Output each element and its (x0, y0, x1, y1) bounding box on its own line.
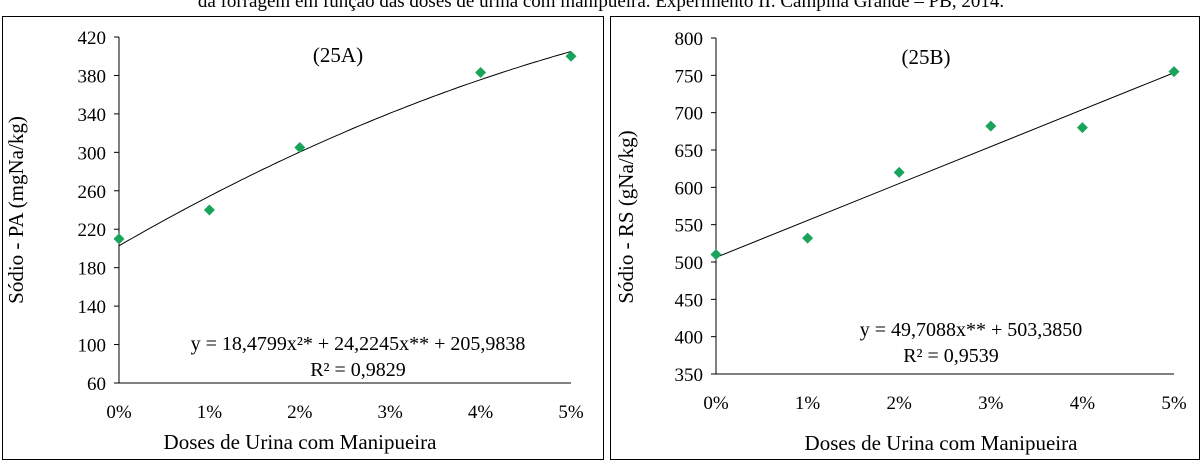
x-tick-label: 0% (703, 393, 729, 414)
y-axis-title: Sódio - PA (mgNa/kg) (4, 116, 28, 304)
x-tick-label: 0% (106, 402, 132, 423)
data-point-0pct (113, 233, 125, 245)
y-tick-label: 420 (78, 28, 107, 49)
y-tick-label: 60 (87, 374, 106, 395)
r-squared-label: R² = 0,9829 (310, 359, 406, 381)
x-axis-title: Doses de Urina com Manipueira (164, 430, 438, 454)
y-tick-label: 400 (675, 328, 704, 349)
chart-panel-25b: 350 400 450 500 550 600 650 700 750 800 0% 1% 2% 3% 4%… (610, 16, 1200, 460)
y-tick-label: 600 (675, 178, 704, 199)
x-tick-label: 1% (795, 393, 821, 414)
y-tick-label: 750 (675, 66, 704, 87)
y-tick-label: 100 (78, 336, 107, 357)
y-tick-label: 380 (78, 66, 107, 87)
x-tick-label: 1% (197, 402, 223, 423)
x-tick-label: 2% (287, 402, 313, 423)
y-tick-label: 550 (675, 216, 704, 237)
data-point-0pct (710, 249, 722, 261)
x-tick-label: 2% (887, 393, 913, 414)
y-tick-label: 650 (675, 141, 704, 162)
y-tick-label: 500 (675, 253, 704, 274)
r-squared-label: R² = 0,9539 (903, 345, 999, 367)
data-point-4pct (475, 67, 487, 79)
chart-panel-25a: 60 100 140 180 220 260 300 340 380 420 0% 1% 2% 3% 4% 5… (2, 16, 604, 460)
data-point-4pct (1076, 122, 1088, 134)
trendline (118, 51, 572, 247)
panel-label: (25B) (902, 45, 951, 69)
x-tick-label: 5% (1161, 393, 1187, 414)
figure-caption: da forragem em função das doses de urina… (197, 0, 1005, 12)
x-tick-label: 4% (468, 402, 494, 423)
x-tick-label: 3% (978, 393, 1004, 414)
regression-equation: y = 18,4799x²* + 24,2245x** + 205,9838 (191, 333, 526, 355)
data-point-1pct (203, 204, 215, 216)
data-point-2pct (294, 142, 306, 154)
x-tick-label: 5% (558, 402, 584, 423)
regression-equation: y = 49,7088x** + 503,3850 (860, 319, 1083, 341)
data-point-5pct (565, 50, 577, 62)
y-tick-label: 350 (675, 365, 704, 386)
panel-label: (25A) (313, 43, 363, 67)
y-tick-label: 220 (78, 220, 107, 241)
y-tick-label: 800 (675, 29, 704, 50)
y-tick-label: 260 (78, 182, 107, 203)
data-point-1pct (802, 232, 814, 244)
y-tick-label: 300 (78, 143, 107, 164)
chart-25a: 60 100 140 180 220 260 300 340 380 420 0% 1% 2% 3% 4% 5… (4, 28, 584, 454)
x-axis-title: Doses de Urina com Manipueira (805, 431, 1079, 455)
x-tick-label: 4% (1070, 393, 1096, 414)
y-tick-label: 340 (78, 105, 107, 126)
y-axis-title: Sódio - RS (gNa/kg) (614, 130, 638, 303)
y-tick-label: 450 (675, 290, 704, 311)
y-tick-label: 180 (78, 259, 107, 280)
data-point-2pct (893, 166, 905, 178)
x-tick-label: 3% (378, 402, 404, 423)
y-tick-label: 700 (675, 104, 704, 125)
data-point-5pct (1168, 66, 1180, 78)
y-tick-label: 140 (78, 297, 107, 318)
trendline (715, 72, 1175, 258)
data-point-3pct (985, 120, 997, 132)
chart-25b: 350 400 450 500 550 600 650 700 750 800 0% 1% 2% 3% 4%… (614, 29, 1187, 455)
